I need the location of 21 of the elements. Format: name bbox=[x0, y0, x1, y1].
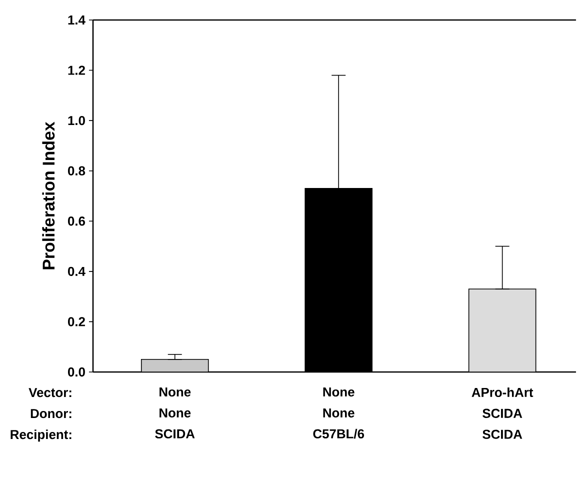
x-tick-label: None bbox=[323, 388, 354, 397]
x-tick-label: APro-hArt bbox=[472, 388, 534, 398]
text: Recipient: bbox=[10, 430, 72, 442]
y-tick-label: 1.4 bbox=[68, 16, 86, 24]
text: None bbox=[160, 408, 191, 418]
y-tick-label: 0.2 bbox=[68, 317, 85, 326]
text: SCIDA bbox=[482, 430, 522, 439]
text: C57BL/6 bbox=[313, 428, 364, 439]
text: SCIDA bbox=[155, 429, 195, 438]
y-tick-label: 0.6 bbox=[68, 216, 86, 226]
y-tick-label: 0.4 bbox=[68, 266, 86, 276]
text: SCIDA bbox=[482, 408, 522, 418]
y-axis-title: Proliferation Index bbox=[42, 122, 55, 270]
x-tick-label: None bbox=[160, 388, 191, 397]
y-tick-label: 1.2 bbox=[68, 66, 85, 75]
y-tick-label: 0.0 bbox=[68, 367, 85, 377]
y-tick-label: 1.0 bbox=[68, 116, 85, 126]
y-tick-label: 0.8 bbox=[68, 166, 86, 176]
text: Donor: bbox=[30, 409, 72, 418]
text: Vector: bbox=[28, 388, 72, 398]
text: None bbox=[323, 408, 354, 418]
